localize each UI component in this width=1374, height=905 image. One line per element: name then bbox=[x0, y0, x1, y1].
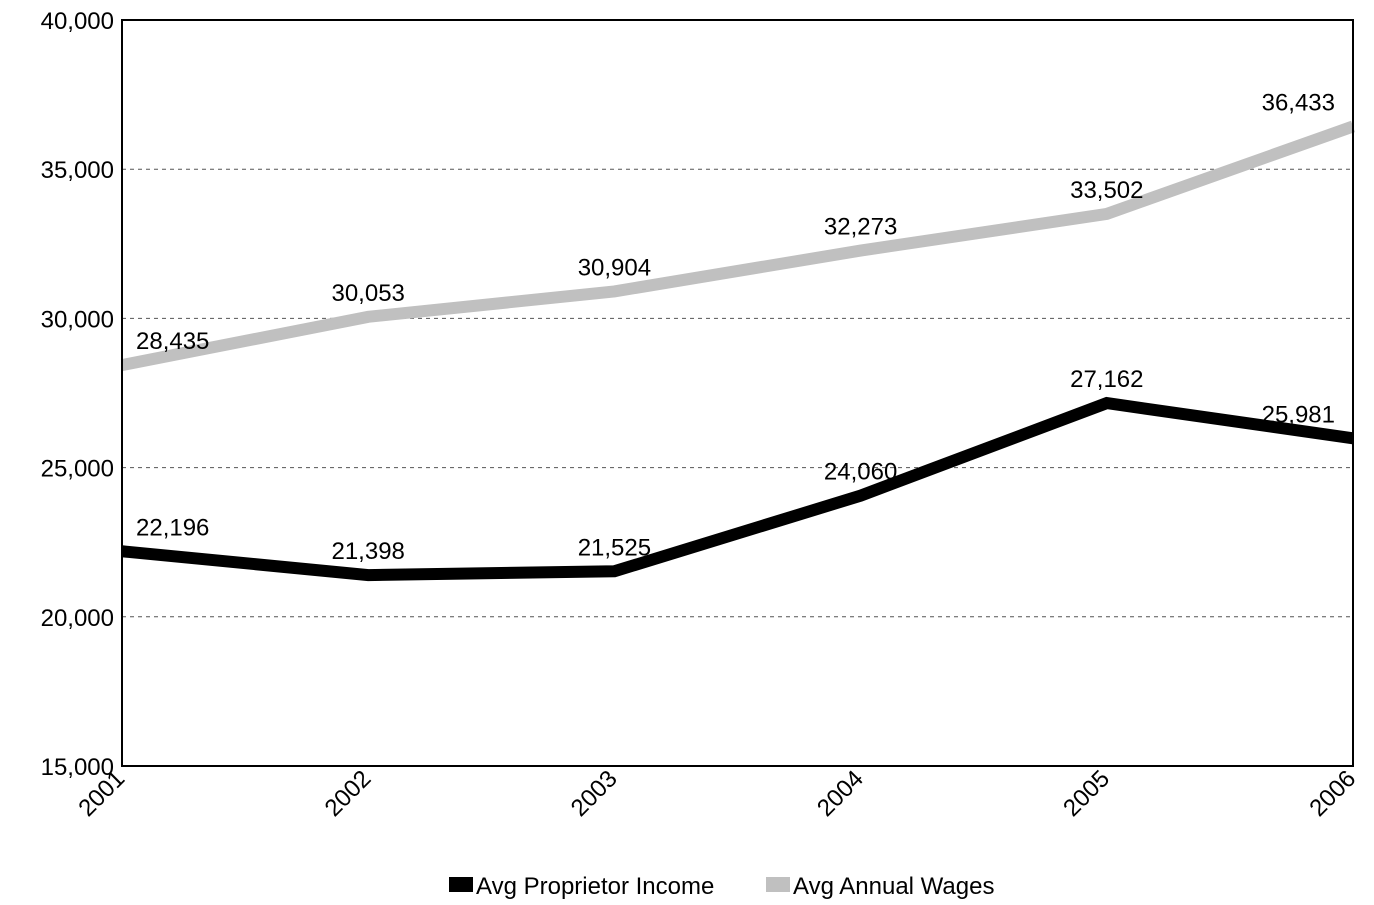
legend-label: Avg Annual Wages bbox=[793, 873, 994, 900]
data-label: 28,435 bbox=[136, 328, 209, 355]
data-label: 25,981 bbox=[1262, 401, 1335, 428]
legend-label: Avg Proprietor Income bbox=[476, 873, 714, 900]
y-tick-label: 20,000 bbox=[41, 605, 114, 632]
gridlines bbox=[122, 168, 1353, 618]
x-tick-label: 2006 bbox=[1304, 765, 1361, 822]
data-label: 30,053 bbox=[331, 280, 404, 307]
x-tick-label: 2005 bbox=[1058, 765, 1115, 822]
x-tick-label: 2004 bbox=[812, 765, 869, 822]
data-label: 32,273 bbox=[824, 214, 897, 241]
series-lines bbox=[120, 120, 1356, 582]
y-tick-label: 35,000 bbox=[41, 157, 114, 184]
y-tick-label: 40,000 bbox=[41, 8, 114, 35]
x-axis-tick-labels: 2001 2002 2003 2004 2005 2006 bbox=[73, 765, 1361, 822]
data-labels: 22,196 21,398 21,525 24,060 27,162 25,981 28,4… bbox=[136, 89, 1335, 565]
x-tick-label: 2003 bbox=[566, 765, 623, 822]
series-line-annual-wages bbox=[120, 120, 1356, 371]
y-tick-label: 15,000 bbox=[41, 754, 114, 781]
data-label: 27,162 bbox=[1070, 366, 1143, 393]
legend: Avg Proprietor Income Avg Annual Wages bbox=[449, 873, 994, 900]
plot-area-frame bbox=[121, 19, 1354, 767]
y-axis-tick-labels: 15,000 20,000 25,000 30,000 35,000 40,000 bbox=[41, 8, 114, 781]
data-label: 36,433 bbox=[1262, 89, 1335, 116]
x-tick-label: 2002 bbox=[320, 765, 377, 822]
y-tick-label: 25,000 bbox=[41, 456, 114, 483]
data-label: 21,398 bbox=[331, 538, 404, 565]
data-label: 24,060 bbox=[824, 459, 897, 486]
data-label: 30,904 bbox=[578, 254, 651, 281]
y-tick-label: 30,000 bbox=[41, 306, 114, 333]
legend-swatch bbox=[766, 877, 790, 892]
series-line-proprietor-income bbox=[121, 396, 1354, 582]
data-label: 22,196 bbox=[136, 514, 209, 541]
legend-swatch bbox=[449, 877, 473, 892]
data-label: 21,525 bbox=[578, 534, 651, 561]
data-label: 33,502 bbox=[1070, 177, 1143, 204]
